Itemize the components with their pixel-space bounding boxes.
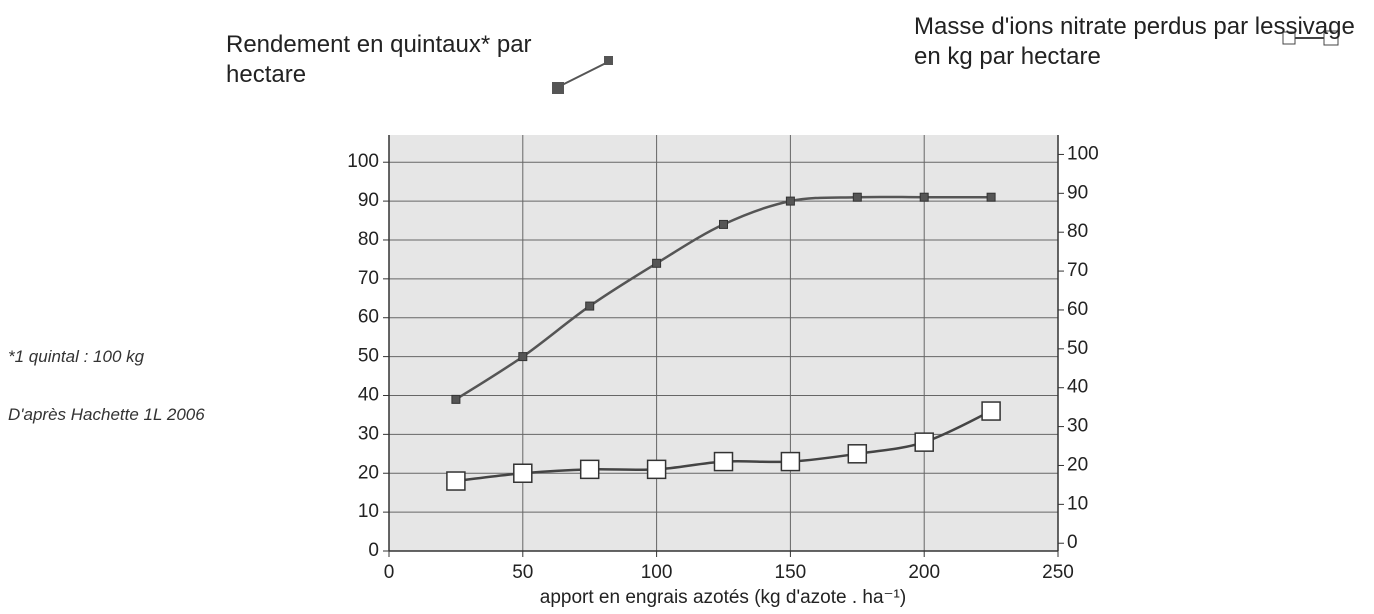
y-tick-label: 30 bbox=[358, 423, 379, 444]
marker bbox=[981, 401, 1001, 421]
marker bbox=[446, 471, 466, 491]
x-tick-label: 250 bbox=[1042, 562, 1074, 583]
x-tick-label: 0 bbox=[384, 562, 395, 583]
y2-tick-label: 100 bbox=[1067, 143, 1099, 164]
y-tick-label: 0 bbox=[368, 540, 379, 561]
legend-symbol bbox=[552, 82, 564, 94]
marker bbox=[652, 258, 662, 268]
legend-symbol bbox=[557, 61, 609, 88]
legend-entry: Masse d'ions nitrate perdus par lessivag… bbox=[914, 13, 1355, 70]
y2-tick-label: 0 bbox=[1067, 532, 1078, 553]
y-tick-label: 40 bbox=[358, 385, 379, 406]
y2-tick-label: 30 bbox=[1067, 416, 1088, 437]
y2-tick-label: 80 bbox=[1067, 221, 1088, 242]
marker bbox=[847, 444, 868, 464]
note: *1 quintal : 100 kg bbox=[8, 347, 145, 366]
y-tick-label: 50 bbox=[358, 346, 379, 367]
y2-tick-label: 50 bbox=[1067, 338, 1088, 359]
note: D'après Hachette 1L 2006 bbox=[8, 405, 205, 424]
legend-symbol bbox=[1282, 31, 1296, 45]
legend-symbol bbox=[604, 56, 613, 65]
y2-tick-label: 70 bbox=[1067, 260, 1088, 281]
marker bbox=[780, 451, 801, 472]
y2-tick-label: 90 bbox=[1067, 182, 1088, 203]
x-tick-label: 100 bbox=[641, 562, 673, 583]
y-tick-label: 70 bbox=[358, 268, 379, 289]
marker bbox=[518, 352, 528, 362]
y-tick-label: 10 bbox=[358, 501, 379, 522]
y2-tick-label: 10 bbox=[1067, 493, 1088, 514]
plot-area bbox=[389, 135, 1058, 551]
y-tick-label: 100 bbox=[347, 151, 379, 172]
y-tick-label: 60 bbox=[358, 307, 379, 328]
marker bbox=[585, 301, 595, 311]
marker bbox=[646, 459, 667, 480]
marker bbox=[579, 459, 600, 480]
marker bbox=[713, 451, 734, 472]
marker bbox=[719, 219, 728, 229]
y2-tick-label: 40 bbox=[1067, 377, 1088, 398]
legend-symbol bbox=[1323, 30, 1339, 46]
marker bbox=[919, 192, 929, 202]
y-tick-label: 90 bbox=[358, 190, 379, 211]
marker bbox=[986, 192, 996, 202]
x-axis-label: apport en engrais azotés (kg d'azote . h… bbox=[540, 587, 906, 608]
marker bbox=[785, 196, 795, 206]
x-tick-label: 150 bbox=[775, 562, 807, 583]
marker bbox=[451, 394, 461, 404]
legend-entry: Rendement en quintaux* par hectare bbox=[226, 31, 532, 88]
y-tick-label: 80 bbox=[358, 229, 379, 250]
x-tick-label: 200 bbox=[908, 562, 940, 583]
marker bbox=[513, 463, 533, 483]
marker bbox=[914, 432, 934, 452]
y2-tick-label: 60 bbox=[1067, 299, 1088, 320]
x-tick-label: 50 bbox=[512, 562, 533, 583]
y2-tick-label: 20 bbox=[1067, 454, 1088, 475]
y-tick-label: 20 bbox=[358, 462, 379, 483]
marker bbox=[852, 192, 862, 202]
